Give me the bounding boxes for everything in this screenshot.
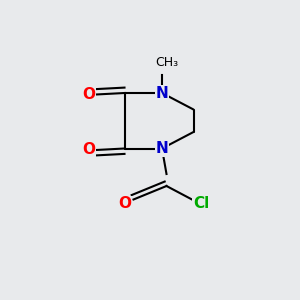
Text: Cl: Cl: [193, 196, 209, 211]
Text: O: O: [82, 87, 95, 102]
Text: N: N: [156, 85, 168, 100]
Text: CH₃: CH₃: [155, 56, 178, 70]
Text: O: O: [118, 196, 131, 211]
Text: N: N: [156, 141, 168, 156]
Text: O: O: [82, 142, 95, 158]
